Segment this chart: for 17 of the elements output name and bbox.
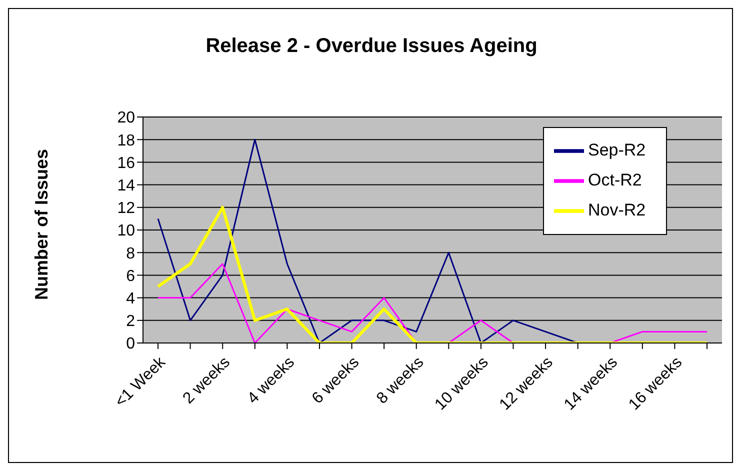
legend-label: Nov-R2 <box>588 200 646 220</box>
line-series <box>156 206 708 343</box>
y-tick-label: 8 <box>126 245 136 262</box>
y-tick-label: 16 <box>117 154 136 172</box>
y-tick-label: 2 <box>126 313 136 330</box>
y-tick-label: 0 <box>126 336 136 353</box>
chart-title: Release 2 - Overdue Issues Ageing <box>204 35 538 58</box>
y-tick-label: 4 <box>126 290 136 308</box>
legend-label: Sep-R2 <box>588 140 646 160</box>
y-tick-label: 20 <box>117 110 136 127</box>
y-tick-label: 6 <box>126 268 136 285</box>
y-axis-title: Number of Issues <box>31 148 52 300</box>
y-tick-label: 14 <box>117 177 136 194</box>
y-tick-label: 18 <box>117 132 136 150</box>
y-tick-label: 12 <box>117 200 136 218</box>
legend-label: Oct-R2 <box>588 170 642 190</box>
y-tick-label: 10 <box>117 222 136 240</box>
